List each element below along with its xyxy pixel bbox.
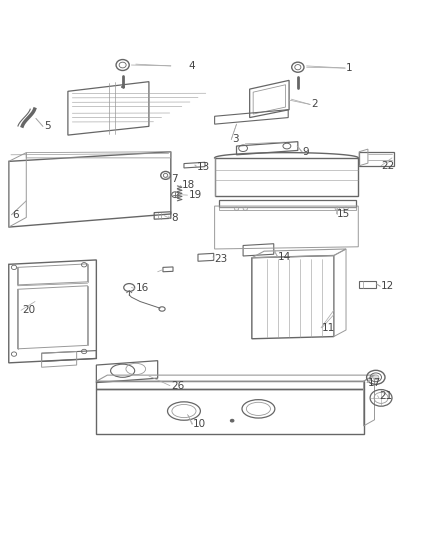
Text: 14: 14 [278,252,291,262]
Text: 5: 5 [44,122,50,131]
Ellipse shape [373,375,379,379]
Text: 26: 26 [171,381,184,391]
Text: 17: 17 [368,377,381,387]
Text: 4: 4 [188,61,195,71]
Ellipse shape [230,419,234,422]
Text: 8: 8 [171,213,177,223]
Text: 9: 9 [302,147,309,157]
Text: 20: 20 [22,305,35,316]
Text: 11: 11 [322,323,335,333]
Text: 7: 7 [171,174,177,184]
Text: 1: 1 [346,63,353,73]
Text: 3: 3 [232,134,239,144]
Text: 13: 13 [197,161,210,172]
Text: 6: 6 [12,210,19,220]
Text: 12: 12 [381,281,394,291]
Text: 21: 21 [379,391,392,401]
Text: 23: 23 [215,254,228,264]
Text: 16: 16 [136,284,149,293]
Text: 10: 10 [193,419,206,429]
Text: 18: 18 [182,181,195,190]
Text: 2: 2 [311,100,318,109]
Text: 22: 22 [381,161,394,171]
Text: 15: 15 [337,209,350,219]
Text: 19: 19 [188,190,201,200]
